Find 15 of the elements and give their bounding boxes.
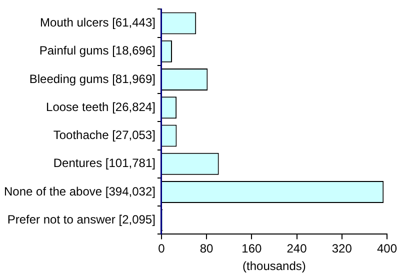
x-tick-label: 320 <box>332 242 352 256</box>
y-tick-label: Painful gums [18,696] <box>39 44 156 58</box>
x-tick-label: 400 <box>376 242 398 256</box>
y-tick-label: Prefer not to answer [2,095] <box>7 212 156 226</box>
y-tick-label: Loose teeth [26,824] <box>46 100 156 114</box>
y-tick-label: None of the above [394,032] <box>4 184 156 198</box>
x-tick-label: 240 <box>286 242 308 256</box>
x-axis-title: (thousands) <box>242 259 306 274</box>
x-tick-label: 160 <box>242 242 262 256</box>
x-tick-label: 80 <box>200 242 214 256</box>
y-tick-label: Dentures [101,781] <box>53 156 156 170</box>
x-tick-label: 0 <box>158 242 166 256</box>
y-tick-label: Toothache [27,053] <box>53 128 156 142</box>
y-tick-label: Mouth ulcers [61,443] <box>40 16 156 30</box>
y-tick-label: Bleeding gums [81,969] <box>29 72 156 86</box>
